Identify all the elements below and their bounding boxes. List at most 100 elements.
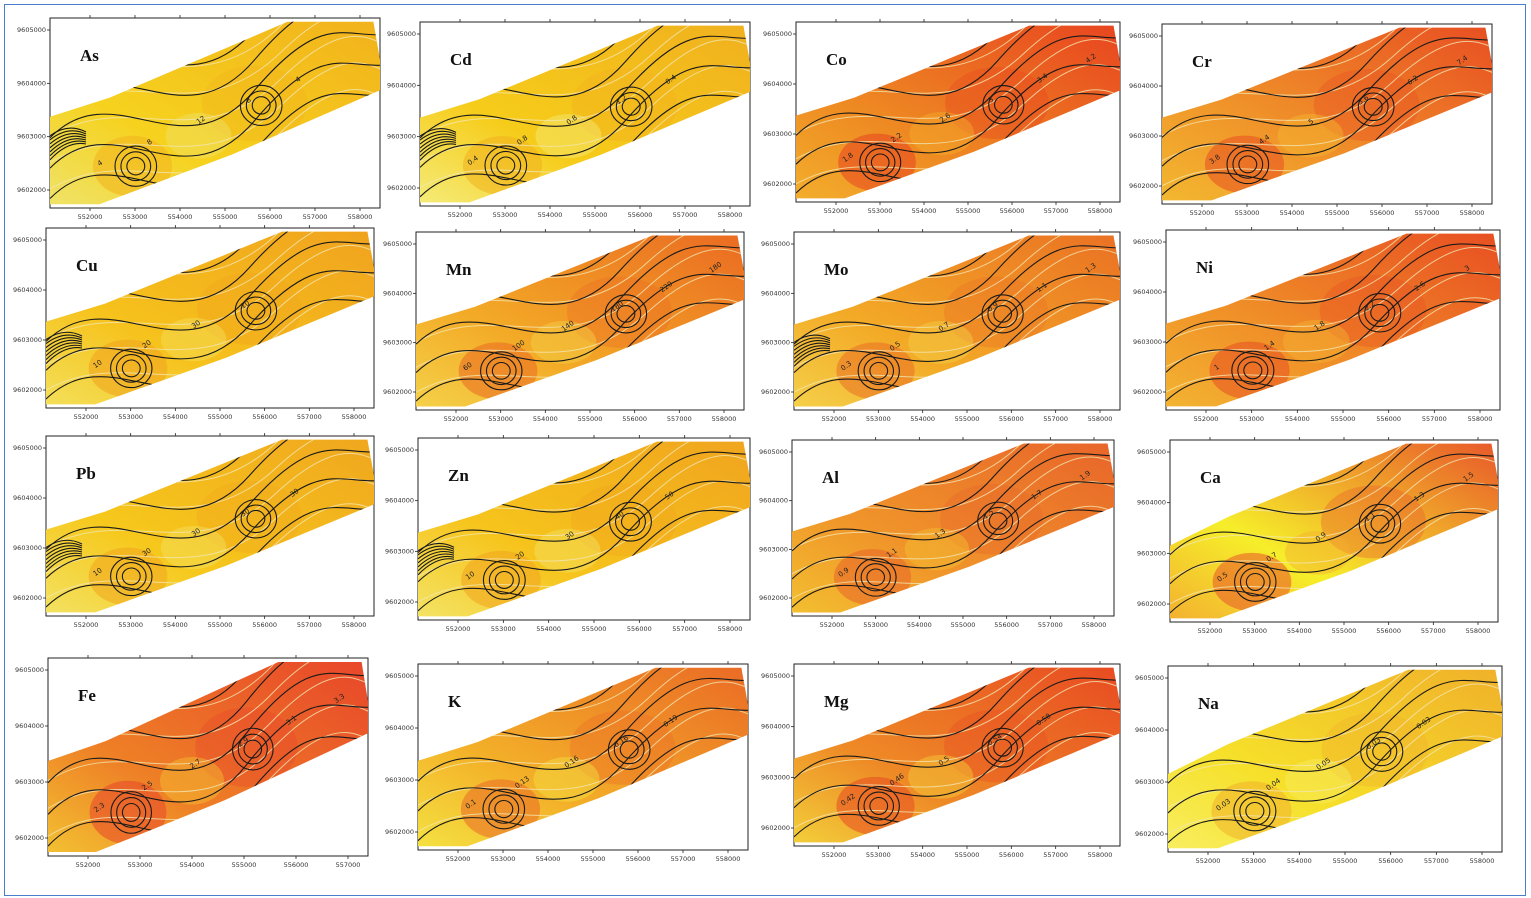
element-title: Fe [78, 686, 96, 705]
x-tick-label: 554000 [1280, 209, 1305, 217]
y-tick-label: 9604000 [1133, 288, 1162, 296]
x-tick-label: 553000 [863, 621, 888, 629]
x-tick-label: 553000 [488, 415, 513, 423]
y-tick-label: 9603000 [385, 547, 414, 555]
map-panel-fe: 2.3 2.5 2.7 2.9 3.1 3.3 Fe 9605000 9604000 960300… [8, 655, 372, 870]
y-tick-label: 9603000 [13, 336, 42, 344]
x-tick-label: 554000 [1285, 415, 1310, 423]
x-tick-label: 555000 [578, 415, 603, 423]
x-tick-label: 553000 [118, 621, 143, 629]
y-tick-label: 9604000 [385, 497, 414, 505]
x-tick-label: 556000 [258, 213, 283, 221]
map-panel-al: 0.9 1.1 1.3 1.5 1.7 1.9 Al 9605000 9604000 960300… [752, 437, 1118, 630]
x-tick-label: 556000 [626, 855, 651, 863]
contour-map-na: 0.030.040.050.030.03Na960500096040009603… [1135, 663, 1503, 865]
x-tick-label: 552000 [1196, 857, 1221, 865]
x-tick-label: 557000 [297, 413, 322, 421]
x-tick-label: 552000 [822, 415, 847, 423]
x-tick-label: 555000 [583, 211, 608, 219]
element-title: Ni [1196, 258, 1213, 277]
x-tick-label: 558000 [1088, 415, 1113, 423]
x-tick-label: 555000 [208, 621, 233, 629]
x-tick-label: 553000 [1241, 857, 1266, 865]
element-title: Cu [76, 256, 98, 275]
y-tick-label: 9603000 [761, 339, 790, 347]
y-tick-label: 9605000 [385, 446, 414, 454]
y-tick-label: 9603000 [1135, 778, 1164, 786]
contour-map-co: 1.82.22.633.44.2Co9605000960400096030009… [763, 19, 1121, 215]
contour-label: 10 [92, 358, 104, 370]
element-title: Mn [446, 260, 472, 279]
y-tick-label: 9602000 [1135, 830, 1164, 838]
contour-map-mn: 60100140180220180Mn960500096040009603000… [383, 229, 745, 423]
x-tick-label: 558000 [342, 621, 367, 629]
y-tick-label: 9605000 [15, 666, 44, 674]
x-tick-label: 552000 [824, 207, 849, 215]
x-tick-label: 554000 [910, 851, 935, 859]
contour-label: 12 [195, 114, 207, 126]
x-tick-label: 552000 [822, 851, 847, 859]
map-panel-mo: 0.3 0.5 0.7 0.9 1.1 1.3 Mo 9605000 9604000 960300… [754, 229, 1124, 424]
y-tick-label: 9605000 [1133, 238, 1162, 246]
x-tick-label: 553000 [868, 207, 893, 215]
x-tick-label: 554000 [536, 855, 561, 863]
figure-frame [4, 4, 1526, 896]
y-tick-label: 9604000 [387, 81, 416, 89]
y-tick-label: 9602000 [1137, 600, 1166, 608]
y-tick-label: 9604000 [17, 79, 46, 87]
x-tick-label: 554000 [538, 211, 563, 219]
contour-label: 30 [141, 547, 153, 559]
x-tick-label: 555000 [955, 415, 980, 423]
y-tick-label: 9605000 [1137, 448, 1166, 456]
contour-map-al: 0.91.11.31.51.71.9Al96050009604000960300… [759, 437, 1115, 629]
y-tick-label: 9602000 [15, 834, 44, 842]
map-panel-k: 0.1 0.13 0.16 0.16 0.19 K 9605000 9604000 960300… [378, 661, 752, 864]
x-tick-label: 552000 [1190, 209, 1215, 217]
x-tick-label: 553000 [128, 861, 153, 869]
contour-label: 10 [239, 299, 251, 311]
y-tick-label: 9603000 [385, 776, 414, 784]
element-title: Zn [448, 466, 469, 485]
contour-label: 1 [1213, 363, 1221, 372]
y-tick-label: 9604000 [761, 289, 790, 297]
x-tick-label: 552000 [444, 415, 469, 423]
x-tick-label: 555000 [232, 861, 257, 869]
x-tick-label: 557000 [1038, 621, 1063, 629]
map-panel-cd: 0.4 0.8 0.8 1.2 0.4 Cd 9605000 9604000 9603000 96… [380, 19, 754, 220]
contour-map-cu: 10 20 30 10 Cu 9605000 9604000 9603000 9602000 55… [13, 225, 375, 421]
x-tick-label: 554000 [163, 413, 188, 421]
contour-label: 10 [92, 566, 104, 578]
element-title: Mo [824, 260, 849, 279]
x-tick-label: 555000 [213, 213, 238, 221]
y-tick-label: 9603000 [387, 133, 416, 141]
y-tick-label: 9603000 [1129, 132, 1158, 140]
x-tick-label: 555000 [581, 855, 606, 863]
x-tick-label: 556000 [999, 851, 1024, 859]
contour-map-k: 0.10.130.160.160.19K96050009604000960300… [385, 661, 749, 863]
x-tick-label: 553000 [118, 413, 143, 421]
y-tick-label: 9605000 [13, 444, 42, 452]
x-tick-label: 554000 [533, 415, 558, 423]
x-tick-label: 552000 [74, 621, 99, 629]
x-tick-label: 552000 [820, 621, 845, 629]
x-tick-label: 556000 [1376, 415, 1401, 423]
y-tick-label: 9604000 [385, 724, 414, 732]
contour-label: 10 [464, 570, 476, 582]
x-tick-label: 558000 [1470, 857, 1495, 865]
x-tick-label: 557000 [1043, 851, 1068, 859]
x-tick-label: 557000 [667, 415, 692, 423]
x-tick-label: 552000 [448, 211, 473, 219]
y-tick-label: 9603000 [1133, 338, 1162, 346]
x-tick-label: 557000 [303, 213, 328, 221]
y-tick-label: 9602000 [385, 598, 414, 606]
x-tick-label: 555000 [956, 207, 981, 215]
x-tick-label: 556000 [628, 211, 653, 219]
x-tick-label: 555000 [951, 621, 976, 629]
contour-label: 20 [514, 550, 526, 562]
x-tick-label: 556000 [1376, 627, 1401, 635]
x-tick-label: 558000 [718, 211, 743, 219]
y-tick-label: 9605000 [1129, 32, 1158, 40]
x-tick-label: 557000 [297, 621, 322, 629]
y-tick-label: 9603000 [761, 773, 790, 781]
x-tick-label: 555000 [1333, 857, 1358, 865]
